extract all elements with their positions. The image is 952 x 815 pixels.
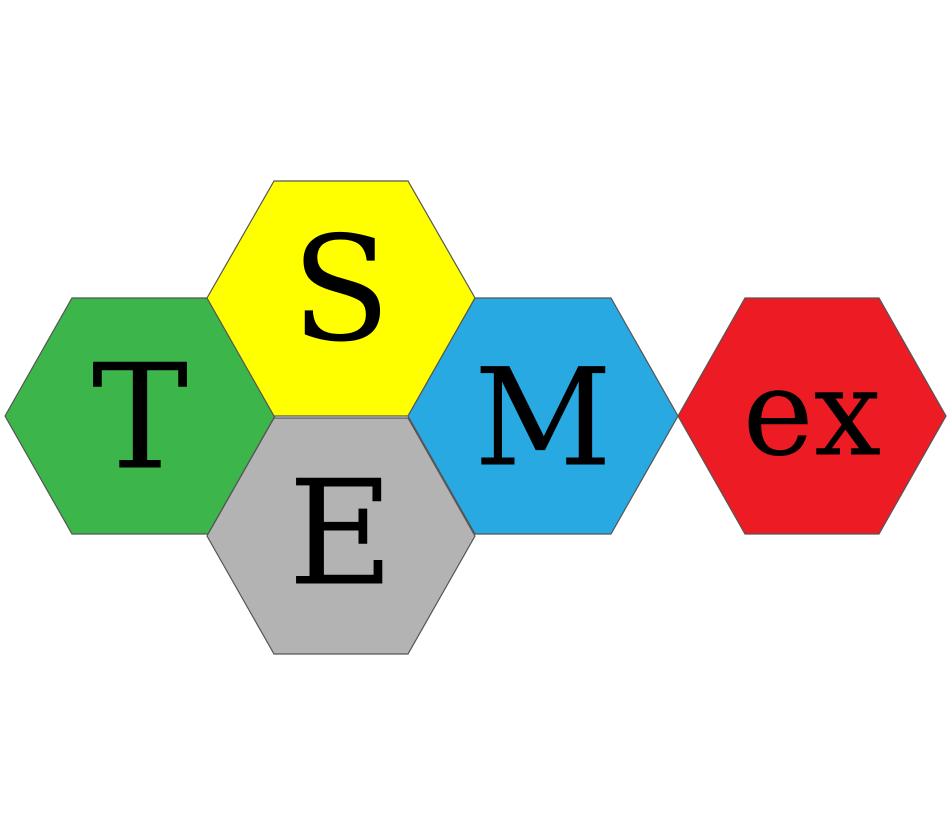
hex-tile-ex: ex — [677, 297, 947, 535]
hex-letter-ex: ex — [743, 345, 882, 484]
hex-letter-m: M — [474, 340, 612, 497]
hex-shape-e — [206, 417, 476, 655]
hex-letter-e: E — [288, 450, 394, 619]
hex-tile-e: E — [206, 417, 476, 655]
hex-letter-s: S — [291, 206, 390, 375]
hex-tile-t: T — [4, 297, 276, 535]
hex-tile-m: M — [407, 297, 679, 535]
hex-tile-s: S — [206, 180, 476, 417]
hex-letter-t: T — [92, 334, 189, 503]
hex-shape-ex — [677, 297, 947, 535]
